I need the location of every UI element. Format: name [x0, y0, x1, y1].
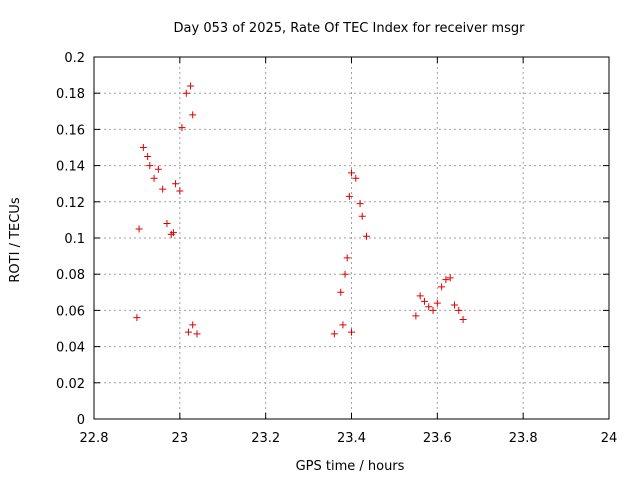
- data-point: [135, 225, 143, 233]
- chart-title: Day 053 of 2025, Rate Of TEC Index for r…: [174, 21, 526, 36]
- data-point: [412, 312, 420, 320]
- x-tick-label: 22.8: [80, 431, 109, 446]
- data-point: [341, 270, 349, 278]
- data-point: [348, 328, 355, 336]
- grid: [94, 57, 609, 419]
- data-point: [429, 306, 437, 314]
- data-point: [163, 220, 171, 228]
- data-point: [330, 330, 338, 338]
- y-tick-label: 0.1: [64, 232, 85, 247]
- data-point: [343, 254, 351, 262]
- y-tick-label: 0.14: [56, 160, 85, 175]
- data-point: [187, 82, 195, 90]
- y-tick-label: 0.16: [56, 123, 85, 138]
- data-point: [133, 314, 141, 322]
- data-point: [442, 276, 450, 284]
- data-point: [178, 124, 186, 132]
- data-point: [339, 321, 347, 329]
- data-point: [451, 301, 458, 309]
- data-point: [425, 303, 433, 311]
- data-point: [150, 174, 158, 182]
- data-point: [455, 306, 463, 314]
- y-tick-label: 0.2: [64, 51, 85, 66]
- data-point: [159, 185, 167, 193]
- data-point: [139, 144, 147, 151]
- data-point: [189, 321, 197, 329]
- y-axis-label: ROTI / TECUs: [8, 197, 23, 282]
- data-point: [146, 162, 154, 170]
- data-point: [337, 288, 345, 296]
- data-point: [169, 229, 177, 237]
- data-points: [133, 82, 467, 338]
- data-point: [193, 330, 201, 338]
- y-tick-label: 0.08: [56, 268, 85, 283]
- data-point: [182, 89, 190, 97]
- data-point: [172, 180, 180, 188]
- data-point: [446, 274, 454, 282]
- y-tick-label: 0: [77, 413, 85, 428]
- y-tick-label: 0.12: [56, 196, 85, 211]
- x-axis-label: GPS time / hours: [296, 459, 405, 474]
- x-tick-label: 23.4: [337, 431, 366, 446]
- data-point: [144, 153, 152, 161]
- axis-ticks: 0 0.02 0.04 0.06 0.08 0.1 0.12 0.14 0.16 0.18 0.2 2…: [56, 51, 617, 446]
- x-tick-label: 23.2: [251, 431, 280, 446]
- data-point: [363, 232, 371, 240]
- data-point: [348, 169, 355, 177]
- y-tick-label: 0.06: [56, 304, 85, 319]
- data-point: [176, 187, 184, 195]
- y-tick-label: 0.18: [56, 87, 85, 102]
- y-tick-label: 0.04: [56, 341, 85, 356]
- data-point: [356, 200, 364, 208]
- x-tick-label: 23: [172, 431, 189, 446]
- x-tick-label: 23.8: [509, 431, 538, 446]
- data-point: [358, 212, 366, 220]
- data-point: [416, 292, 424, 300]
- data-point: [189, 111, 197, 119]
- data-point: [345, 192, 353, 200]
- data-point: [420, 297, 428, 305]
- data-point: [184, 328, 192, 336]
- data-point: [154, 165, 162, 173]
- x-tick-label: 24: [601, 431, 618, 446]
- y-tick-label: 0.02: [56, 377, 85, 392]
- x-tick-label: 23.6: [423, 431, 452, 446]
- data-point: [459, 315, 467, 323]
- data-point: [438, 283, 446, 291]
- data-point: [433, 299, 441, 307]
- data-point: [352, 174, 360, 182]
